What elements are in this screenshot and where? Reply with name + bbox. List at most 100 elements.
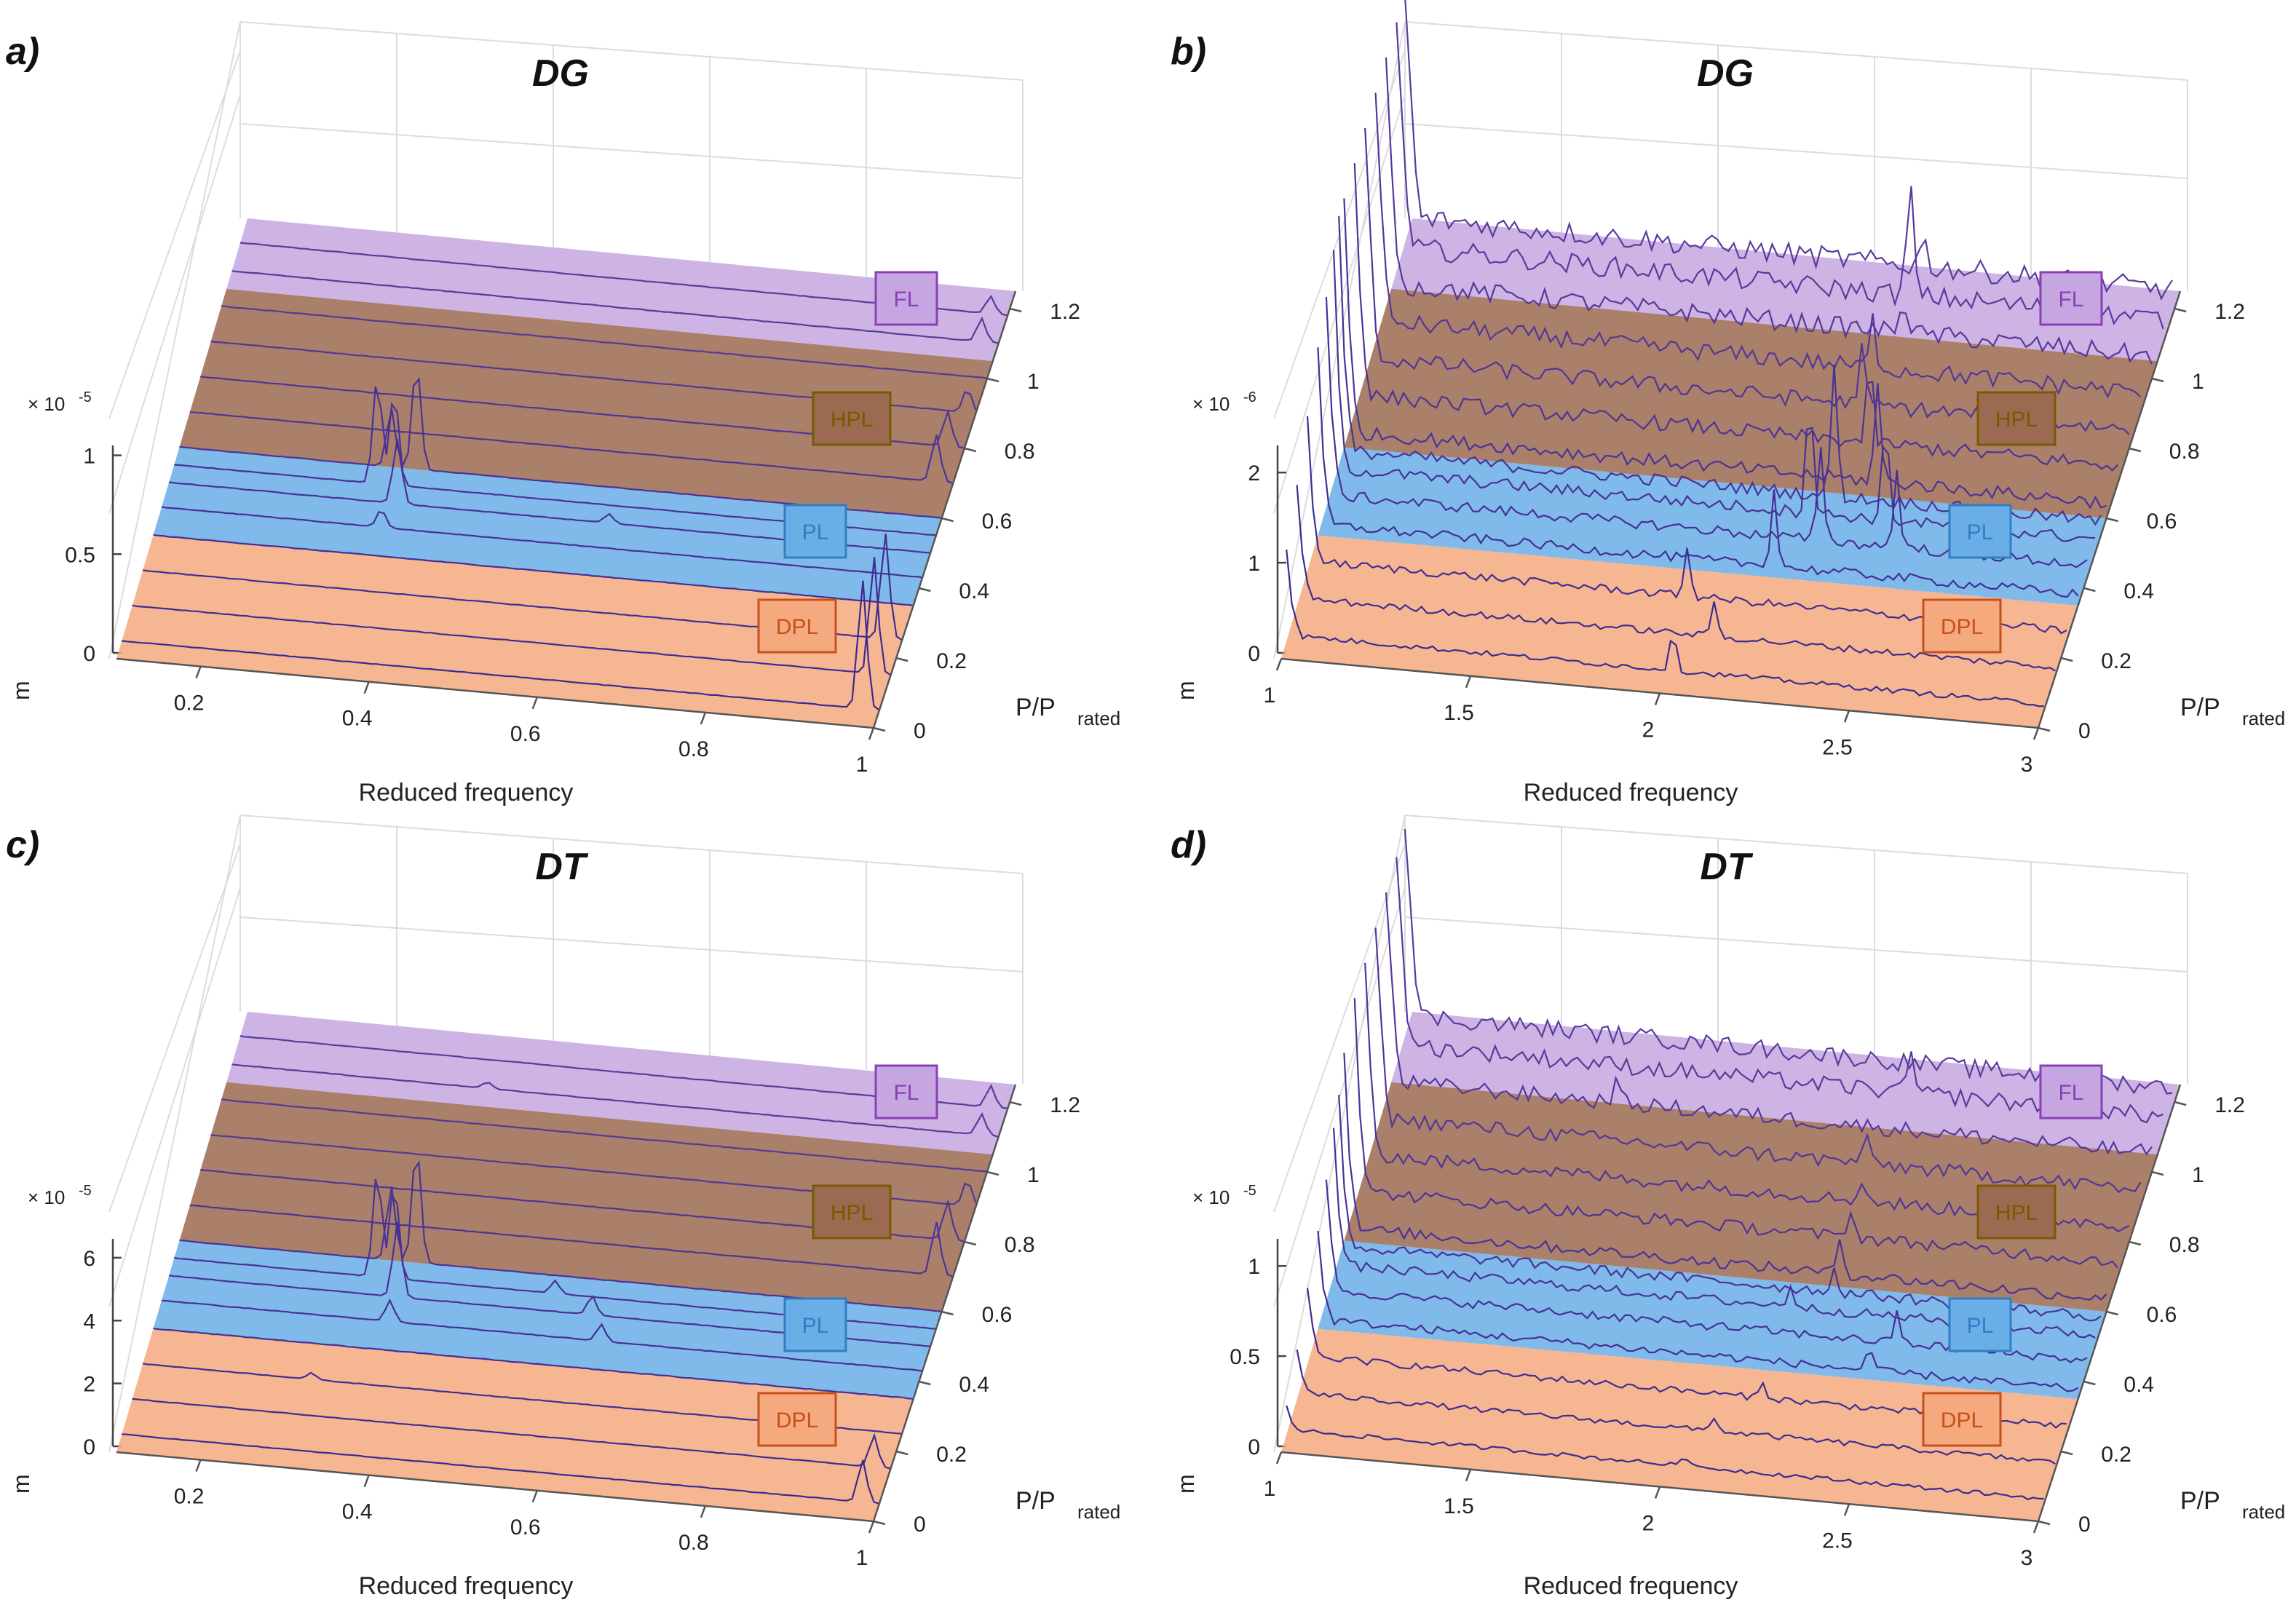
y-axis-label: P/P	[1016, 694, 1056, 721]
spectrum-line	[1374, 92, 2142, 399]
spectrum-line	[161, 506, 923, 579]
y-axis-label-subscript: rated	[1077, 1501, 1120, 1523]
z-tick-label: 6	[83, 1247, 95, 1271]
x-axis-label: Reduced frequency	[359, 1572, 574, 1600]
x-tick	[700, 1505, 707, 1518]
y-tick	[964, 447, 977, 453]
y-tick-label: 0.4	[959, 1373, 989, 1397]
spectrum-line	[122, 580, 880, 711]
x-tick-label: 1.5	[1444, 1494, 1474, 1518]
spectrum-line	[231, 1063, 999, 1138]
grid-line	[1404, 815, 2188, 874]
region-label-box	[2039, 1064, 2103, 1119]
spectrum-line	[153, 1327, 914, 1400]
grid-line	[1273, 844, 1406, 1213]
y-tick-label: 0	[914, 1513, 926, 1537]
panel-title: DG	[532, 52, 589, 95]
spectrum-line	[1396, 857, 2164, 1124]
y-tick-label: 0.8	[2169, 440, 2200, 464]
z-axis-label: m	[1173, 681, 1199, 700]
z-exponent-power: -5	[79, 389, 92, 405]
region-label-dpl: DPL	[1922, 1392, 2002, 1447]
region-label-hpl: HPL	[812, 1184, 892, 1240]
x-tick	[363, 1475, 370, 1488]
z-tick-label: 0.5	[65, 543, 95, 567]
z-axis-label: m	[8, 681, 34, 700]
region-label-text: FL	[893, 1081, 919, 1105]
y-axis-line	[2037, 290, 2182, 729]
z-axis: 0 2 4 6 × 10 -5 m	[8, 1183, 122, 1494]
region-band-dpl	[1281, 1328, 2078, 1521]
y-tick	[986, 377, 999, 383]
region-label-box	[1922, 1392, 2002, 1447]
z-tick-label: 0.5	[1230, 1345, 1260, 1369]
region-label-box	[874, 1064, 938, 1119]
grid	[1273, 21, 2188, 659]
x-axis-line	[116, 657, 874, 729]
x-tick	[1275, 658, 1283, 671]
region-label-pl: PL	[783, 504, 847, 559]
grid-line	[240, 21, 1024, 81]
y-tick-label: 0.2	[936, 1443, 967, 1467]
y-tick	[964, 1240, 977, 1246]
region-label-pl: PL	[1948, 504, 2012, 559]
y-axis-label-subscript: rated	[2242, 1501, 2285, 1523]
y-tick	[2174, 307, 2187, 313]
y-tick-label: 0	[914, 719, 926, 743]
z-axis-label: m	[8, 1474, 34, 1494]
spectrum-line	[1385, 57, 2153, 365]
region-band-pl	[153, 447, 942, 606]
spectrum-line	[231, 270, 999, 344]
x-tick-label: 1	[856, 1546, 868, 1570]
base-axes	[116, 290, 1017, 729]
region-label-box	[757, 1392, 837, 1447]
x-tick	[1654, 1486, 1661, 1499]
y-tick	[2151, 1170, 2164, 1176]
y-tick	[2038, 726, 2051, 732]
region-label-text: HPL	[1995, 408, 2038, 432]
y-tick-label: 0.6	[982, 510, 1013, 534]
region-label-text: DPL	[1941, 615, 1983, 639]
spectrum-line	[189, 1204, 954, 1278]
spectrum-line	[189, 411, 954, 484]
region-label-text: HPL	[831, 408, 873, 432]
y-tick-label: 0.4	[2123, 579, 2154, 603]
x-tick-label: 1	[1264, 1477, 1276, 1501]
z-tick-label: 1	[1248, 552, 1260, 576]
y-tick	[1009, 307, 1022, 313]
z-tick-label: 0	[1248, 642, 1260, 666]
y-tick-label: 0.4	[959, 579, 989, 603]
grid-line	[108, 844, 241, 1213]
x-tick	[700, 712, 707, 725]
y-tick	[2106, 517, 2118, 523]
panel-c: 0 2 4 6 × 10 -5 m 0.2 0.4 0.6 0.8 1 0 0.2 0.4 0.6 0.8 1 1.…	[6, 815, 1120, 1600]
region-band-hpl	[179, 288, 993, 518]
y-tick-label: 0.2	[936, 649, 967, 673]
region-label-fl: FL	[874, 1064, 938, 1119]
region-bands	[1281, 1012, 2180, 1521]
region-label-box	[757, 598, 837, 654]
z-axis: 0 1 2 × 10 -6 m	[1173, 389, 1286, 700]
x-tick	[1654, 693, 1661, 705]
grid-line	[1273, 815, 1406, 1453]
y-tick-label: 0.8	[1005, 1233, 1035, 1257]
x-tick-label: 1	[1264, 683, 1276, 708]
region-band-pl	[1318, 1240, 2107, 1399]
y-tick-label: 0.2	[2101, 1443, 2131, 1467]
y-tick	[941, 1310, 954, 1316]
panel-d: 0 0.5 1 × 10 -5 m 1 1.5 2 2.5 3 0 0.2 0.4 0.6 0.8 1 1.2 Re…	[1171, 815, 2285, 1600]
region-label-text: DPL	[776, 615, 818, 639]
region-band-dpl	[116, 535, 914, 728]
grid-line	[1404, 21, 2188, 81]
spectrum-line	[1317, 1230, 2079, 1392]
y-axis-label: P/P	[1016, 1487, 1056, 1515]
region-band-pl	[1318, 447, 2107, 606]
y-axis-label: P/P	[2180, 1487, 2220, 1515]
x-tick-label: 2.5	[1822, 1529, 1853, 1553]
spectrum-line	[132, 1398, 891, 1470]
spectrum-line	[1286, 1405, 2044, 1501]
z-tick-label: 4	[83, 1309, 95, 1333]
x-tick	[1843, 710, 1850, 723]
region-label-hpl: HPL	[1976, 1184, 2056, 1240]
z-exponent-label: × 10	[28, 1186, 65, 1208]
